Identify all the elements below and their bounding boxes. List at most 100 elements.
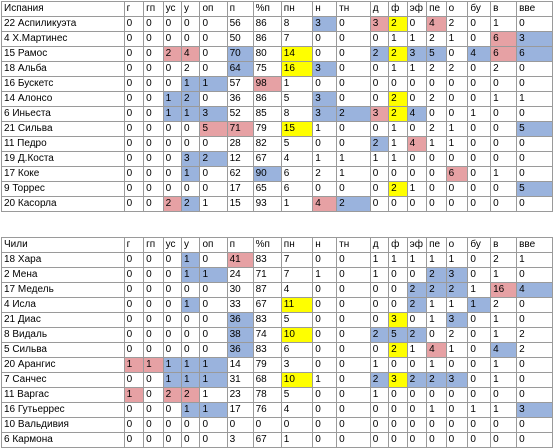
stat-cell: 0 [143,61,164,77]
stat-cell: 0 [516,372,553,388]
column-header: в [490,1,518,17]
stat-cell: 78 [252,387,282,403]
player-name: 5 Сильва [1,342,125,358]
stat-cell: 7 [280,267,314,283]
stat-cell: 10 [280,327,314,343]
stat-cell: 1 [181,372,201,388]
stat-cell: 0 [467,121,492,137]
table-row: 21 Диас 0 0 0 0 0 36 83 5 0 0 0 3 0 1 3 0 1 0 [1,312,553,328]
stat-cell: 0 [369,312,390,328]
table-row: 4 Х.Мартинес 0 0 0 0 0 50 86 7 0 0 0 1 1 2 1 0 6 3 [1,31,553,47]
stat-cell: 0 [426,432,447,448]
table-row: 6 Иньеста 0 0 1 1 3 52 85 8 3 2 3 2 4 0 0 1 0 0 [1,106,553,122]
stat-cell: 2 [426,91,447,107]
stat-cell: 0 [312,312,338,328]
stat-cell: 3 [516,31,553,47]
stat-cell: 3 [369,106,390,122]
stat-cell: 0 [312,252,338,268]
stat-cell: 0 [162,252,183,268]
stat-cell: 0 [406,357,428,373]
stat-cell: 1 [426,312,447,328]
stat-cell: 1 [312,372,338,388]
stat-cell: 0 [143,181,164,197]
stat-cell: 1 [490,372,518,388]
stat-cell: 0 [445,106,469,122]
stat-cell: 1 [490,267,518,283]
stat-cell: 2 [490,252,518,268]
stat-cell: 2 [406,282,428,298]
team-name-header: Испания [1,1,125,17]
stat-cell: 1 [426,357,447,373]
stat-cell: 3 [388,312,408,328]
stat-cell: 0 [406,76,428,92]
stat-cell: 70 [226,46,254,62]
stat-cell: 0 [199,282,228,298]
table-row: 5 Сильва 0 0 0 0 0 36 83 6 0 0 0 2 1 4 1 0 4 2 [1,342,553,358]
stat-cell: 1 [143,357,164,373]
stat-cell: 67 [252,297,282,313]
stat-cell: 1 [280,196,314,212]
stat-cell: 86 [252,31,282,47]
stat-cell: 0 [336,91,371,107]
stat-cell: 4 [280,402,314,418]
column-header: пн [280,1,314,17]
stat-cell: 0 [467,136,492,152]
stat-cell: 0 [406,91,428,107]
stat-cell: 0 [388,267,408,283]
stat-cell: 0 [516,151,553,167]
stat-cell: 68 [252,372,282,388]
chile-stats-table: Чили г гп ус у оп п %п пн н тн д ф эф пе о бу в вве 18 Хара… [1,237,553,448]
stat-cell: 2 [369,136,390,152]
stat-cell: 0 [516,432,553,448]
player-name: 6 Кармона [1,432,125,448]
stat-cell: 0 [123,106,145,122]
stat-cell: 0 [123,121,145,137]
stat-cell: 3 [181,151,201,167]
column-header: у [181,237,201,253]
stat-cell: 2 [162,46,183,62]
player-name: 20 Арангис [1,357,125,373]
stat-cell: 0 [490,106,518,122]
stat-cell: 1 [162,372,183,388]
stat-cell: 1 [426,402,447,418]
stat-cell: 0 [143,282,164,298]
player-name: 4 Х.Мартинес [1,31,125,47]
column-header: д [369,1,390,17]
stat-cell: 1 [312,267,338,283]
stat-cell: 1 [426,297,447,313]
stat-cell: 0 [123,417,145,433]
stat-cell: 0 [445,151,469,167]
stat-cell: 0 [181,121,201,137]
stat-cell: 0 [199,91,228,107]
stat-cell: 0 [467,432,492,448]
stat-cell: 6 [280,181,314,197]
stat-cell: 0 [199,46,228,62]
stat-cell: 0 [162,31,183,47]
stat-cell: 1 [388,151,408,167]
stat-cell: 0 [199,61,228,77]
stat-cell: 1 [388,31,408,47]
player-name: 18 Альба [1,61,125,77]
stat-cell: 0 [467,372,492,388]
player-name: 11 Варгас [1,387,125,403]
column-header: г [123,237,145,253]
stat-cell: 1 [181,106,201,122]
stat-cell: 0 [143,121,164,137]
stat-cell: 2 [516,342,553,358]
stat-cell: 4 [426,342,447,358]
player-name: 14 Алонсо [1,91,125,107]
stat-cell: 0 [312,76,338,92]
stat-cell: 1 [406,252,428,268]
stat-cell: 0 [445,387,469,403]
stat-cell: 0 [336,31,371,47]
stat-cell: 0 [467,76,492,92]
stat-cell: 0 [199,297,228,313]
stat-cell: 3 [445,372,469,388]
stat-cell: 86 [252,91,282,107]
stat-cell: 0 [181,417,201,433]
stat-cell: 0 [181,342,201,358]
stat-cell: 83 [252,252,282,268]
stat-cell: 1 [199,267,228,283]
column-header: ус [162,237,183,253]
stat-cell: 0 [336,46,371,62]
